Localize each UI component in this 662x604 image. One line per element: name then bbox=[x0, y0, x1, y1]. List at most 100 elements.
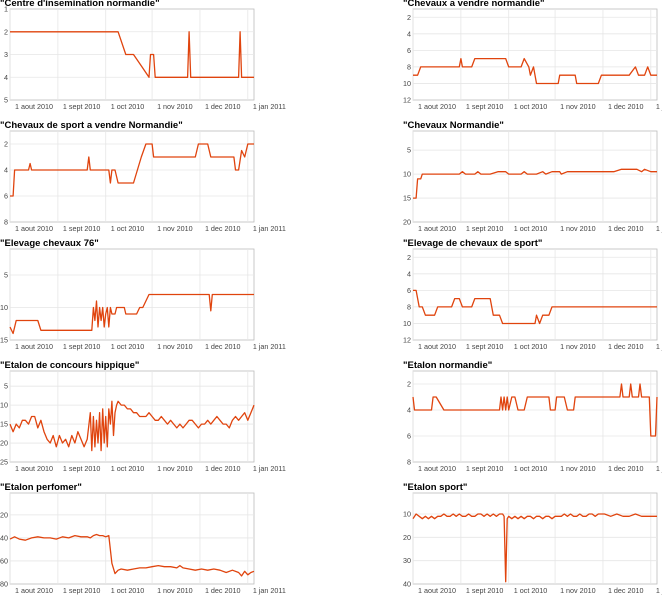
x-tick-label: 1 sept 2010 bbox=[63, 586, 101, 595]
x-tick-label: 1 dec 2010 bbox=[608, 102, 644, 111]
chart-plot: 1 aout 2010 1 sept 2010 1 oct 2010 1 nov 20… bbox=[4, 5, 286, 112]
y-tick-label: 3 bbox=[4, 50, 8, 59]
x-tick-label: 1 nov 2010 bbox=[157, 342, 193, 351]
y-tick-label: 5 bbox=[4, 96, 8, 105]
chart-plot: 1 aout 2010 1 sept 2010 1 oct 2010 1 nov 20… bbox=[403, 8, 662, 111]
series-line bbox=[412, 383, 658, 437]
y-tick-label: 20 bbox=[0, 439, 8, 448]
plot-frame bbox=[412, 130, 658, 223]
x-tick-label: 1 dec 2010 bbox=[608, 586, 644, 595]
series-line bbox=[9, 400, 255, 452]
chart-title: "Etalon normandie" bbox=[403, 360, 493, 371]
y-tick-label: 25 bbox=[0, 458, 8, 467]
y-tick-label: 10 bbox=[403, 319, 411, 328]
chart-title: "Elevage chevaux 76" bbox=[0, 238, 99, 249]
x-tick-label: 1 dec 2010 bbox=[205, 586, 241, 595]
series-line bbox=[9, 293, 254, 335]
x-tick-label: 1 jan 2011 bbox=[253, 224, 286, 233]
chart-title: "Chevaux de sport a vendre Normandie" bbox=[0, 120, 183, 131]
x-tick-label: 1 aout 2010 bbox=[418, 342, 456, 351]
chart-panel: "Etalon de concours hippique" 1 aout 2010… bbox=[0, 360, 286, 482]
x-tick-label: 1 dec 2010 bbox=[608, 464, 644, 473]
chart-plot: 1 aout 2010 1 sept 2010 1 oct 2010 1 nov 20… bbox=[4, 130, 286, 233]
series-line bbox=[412, 513, 657, 583]
chart-title: "Centre d'insemination normandie" bbox=[0, 0, 160, 9]
x-tick-label: 1 dec 2010 bbox=[205, 342, 241, 351]
x-tick-label: 1 sept 2010 bbox=[466, 464, 504, 473]
y-tick-label: 4 bbox=[4, 73, 8, 82]
x-tick-label: 1 oct 2010 bbox=[111, 224, 145, 233]
x-tick-label: 1 nov 2010 bbox=[560, 102, 596, 111]
x-tick-label: 1 sept 2010 bbox=[466, 586, 504, 595]
x-tick-label: 1 aout 2010 bbox=[15, 224, 53, 233]
x-tick-label: 1 oct 2010 bbox=[111, 586, 145, 595]
y-tick-label: 5 bbox=[4, 271, 8, 280]
y-tick-label: 4 bbox=[4, 166, 8, 175]
x-tick-label: 1 oct 2010 bbox=[514, 102, 548, 111]
x-tick-label: 1 jan 2011 bbox=[253, 464, 286, 473]
x-tick-label: 1 oct 2010 bbox=[514, 342, 548, 351]
x-tick-label: 1 sept 2010 bbox=[466, 342, 504, 351]
chart-panel: "Centre d'insemination normandie" 1 aout … bbox=[0, 0, 286, 120]
chart-plot: 1 aout 2010 1 sept 2010 1 oct 2010 1 nov 20… bbox=[403, 248, 662, 351]
x-tick-label: 1 nov 2010 bbox=[560, 464, 596, 473]
y-tick-label: 15 bbox=[0, 420, 8, 429]
x-tick-label: 1 dec 2010 bbox=[608, 224, 644, 233]
x-tick-label: 1 aout 2010 bbox=[15, 342, 53, 351]
y-tick-label: 6 bbox=[4, 192, 8, 201]
y-tick-label: 60 bbox=[0, 556, 8, 565]
chart-title: "Chevaux a vendre normandie" bbox=[403, 0, 545, 9]
y-tick-label: 20 bbox=[403, 218, 411, 227]
x-tick-label: 1 oct 2010 bbox=[514, 586, 548, 595]
plot-frame bbox=[412, 8, 658, 101]
x-tick-label: 1 aout 2010 bbox=[418, 224, 456, 233]
y-tick-label: 15 bbox=[0, 336, 8, 345]
y-tick-label: 40 bbox=[403, 580, 411, 589]
y-tick-label: 8 bbox=[407, 458, 411, 467]
x-tick-label: 1 aout 2010 bbox=[418, 102, 456, 111]
chart-panel: "Chevaux a vendre normandie" 1 aout 2010 1… bbox=[403, 0, 662, 120]
series-line bbox=[9, 533, 255, 577]
y-tick-label: 10 bbox=[403, 170, 411, 179]
y-tick-label: 20 bbox=[403, 533, 411, 542]
plot-frame bbox=[412, 492, 658, 585]
chart-title: "Elevage de chevaux de sport" bbox=[403, 238, 543, 249]
series-line bbox=[413, 168, 657, 199]
x-tick-label: 1 oct 2010 bbox=[111, 464, 145, 473]
y-tick-label: 2 bbox=[4, 27, 8, 36]
chart-panel: "Elevage chevaux 76" 1 aout 2010 1 sept 20… bbox=[0, 238, 286, 360]
y-tick-label: 10 bbox=[403, 510, 411, 519]
x-tick-label: 1 sept 2010 bbox=[63, 224, 101, 233]
x-tick-label: 1 jan 2011 bbox=[656, 586, 662, 595]
x-tick-label: 1 oct 2010 bbox=[111, 342, 145, 351]
y-tick-label: 40 bbox=[0, 533, 8, 542]
chart-panel: "Chevaux de sport a vendre Normandie" 1 a… bbox=[0, 120, 286, 242]
y-tick-label: 8 bbox=[407, 62, 411, 71]
series-line bbox=[413, 289, 657, 325]
x-tick-label: 1 aout 2010 bbox=[418, 586, 456, 595]
x-tick-label: 1 jan 2011 bbox=[656, 342, 662, 351]
plot-frame bbox=[412, 370, 658, 463]
chart-panel: "Elevage de chevaux de sport" 1 aout 2010… bbox=[403, 238, 662, 360]
chart-panel: "Etalon perfomer" 1 aout 2010 1 sept 2010 1… bbox=[0, 482, 286, 604]
chart-panel: "Etalon sport" 1 aout 2010 1 sept 2010 1 oc… bbox=[403, 482, 662, 604]
y-tick-label: 2 bbox=[4, 140, 8, 149]
y-tick-label: 30 bbox=[403, 556, 411, 565]
chart-title: "Etalon sport" bbox=[403, 482, 468, 493]
y-tick-label: 4 bbox=[407, 406, 411, 415]
x-tick-label: 1 sept 2010 bbox=[63, 342, 101, 351]
x-tick-label: 1 aout 2010 bbox=[15, 102, 53, 111]
series-line bbox=[10, 31, 254, 78]
y-tick-label: 6 bbox=[407, 432, 411, 441]
x-tick-label: 1 jan 2011 bbox=[656, 102, 662, 111]
y-tick-label: 2 bbox=[407, 380, 411, 389]
x-tick-label: 1 sept 2010 bbox=[63, 464, 101, 473]
x-tick-label: 1 sept 2010 bbox=[63, 102, 101, 111]
x-tick-label: 1 dec 2010 bbox=[205, 464, 241, 473]
x-tick-label: 1 oct 2010 bbox=[514, 224, 548, 233]
chart-title: "Etalon de concours hippique" bbox=[0, 360, 140, 371]
plot-frame bbox=[412, 248, 658, 341]
x-tick-label: 1 oct 2010 bbox=[514, 464, 548, 473]
x-tick-label: 1 oct 2010 bbox=[111, 102, 145, 111]
y-tick-label: 15 bbox=[403, 194, 411, 203]
